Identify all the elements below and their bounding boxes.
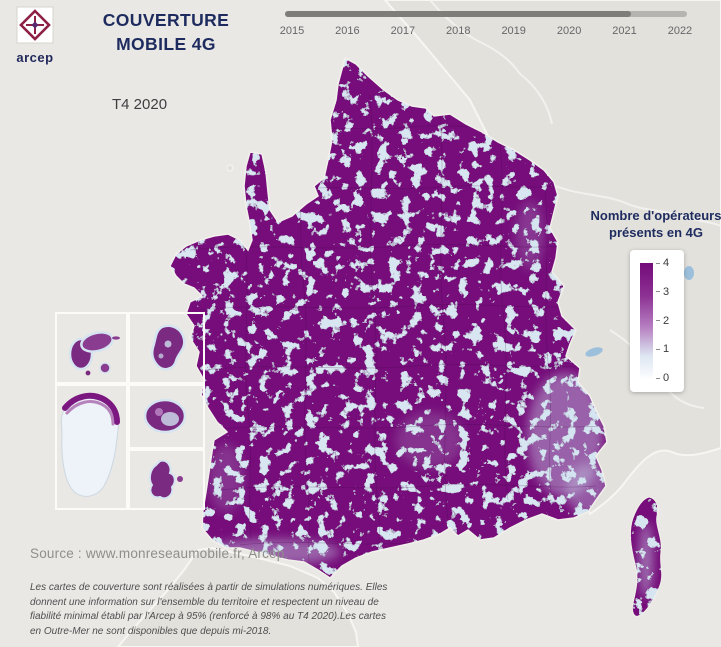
timeline-year[interactable]: 2016 [335,25,360,37]
page-title-line1: COUVERTURE [102,10,230,30]
martinique-map [151,324,186,371]
inset-reunion[interactable] [128,384,205,449]
mayotte-map [148,459,183,500]
timeline-year-labels: 2015 2016 2017 2018 2019 2020 2021 2022 [277,25,695,37]
guadeloupe-map [68,331,120,376]
legend-tick: 0 [656,371,669,385]
guyane-map [60,392,120,497]
inset-mayotte[interactable] [128,449,205,510]
atlantic-islands [193,316,213,386]
legend-tick: 1 [656,342,669,356]
timeline-year[interactable]: 2018 [446,25,471,37]
legend-tick: 3 [656,285,669,299]
legend-scale: 4 3 2 1 0 [630,250,684,392]
alpine-lake [684,266,694,280]
legend-gradient-bar [640,263,653,379]
timeline-year[interactable]: 2021 [612,25,637,37]
legend-title-line2: présents en 4G [609,225,703,240]
arcep-logo-icon [16,6,54,44]
low-coverage-relief-patches [204,201,607,565]
metropole-region[interactable] [169,57,610,579]
timeline-year[interactable]: 2017 [390,25,416,37]
inset-martinique[interactable] [128,312,205,384]
timeline-year[interactable]: 2019 [501,25,526,37]
timeline-year[interactable]: 2015 [279,25,305,37]
timeline-year[interactable]: 2020 [556,25,582,37]
channel-island [226,164,234,172]
source-text: Source : www.monreseaumobile.fr, Arcep. [30,546,289,561]
lake-geneva [585,347,603,357]
timeline-slider-fill [285,11,631,17]
inset-guyane[interactable] [55,384,128,510]
timeline-year[interactable]: 2022 [667,25,693,37]
period-label: T4 2020 [112,96,168,113]
page-title: COUVERTURE MOBILE 4G [52,8,280,56]
legend-ticks: 4 3 2 1 0 [656,256,669,385]
disclaimer-text: Les cartes de couverture sont réalisées … [30,582,388,637]
legend-tick: 2 [656,314,669,328]
legend-tick: 4 [656,256,669,270]
legend-title-line1: Nombre d'opérateurs [590,208,721,223]
inset-guadeloupe[interactable] [55,312,128,384]
arcep-logo[interactable]: arcep [12,6,58,65]
legend-title: Nombre d'opérateurs présents en 4G [578,207,721,241]
timeline-slider[interactable] [285,11,687,17]
page-title-line2: MOBILE 4G [116,34,216,54]
reunion-map [143,398,187,434]
corsica-region[interactable] [629,496,663,617]
arcep-logo-text: arcep [16,50,54,65]
